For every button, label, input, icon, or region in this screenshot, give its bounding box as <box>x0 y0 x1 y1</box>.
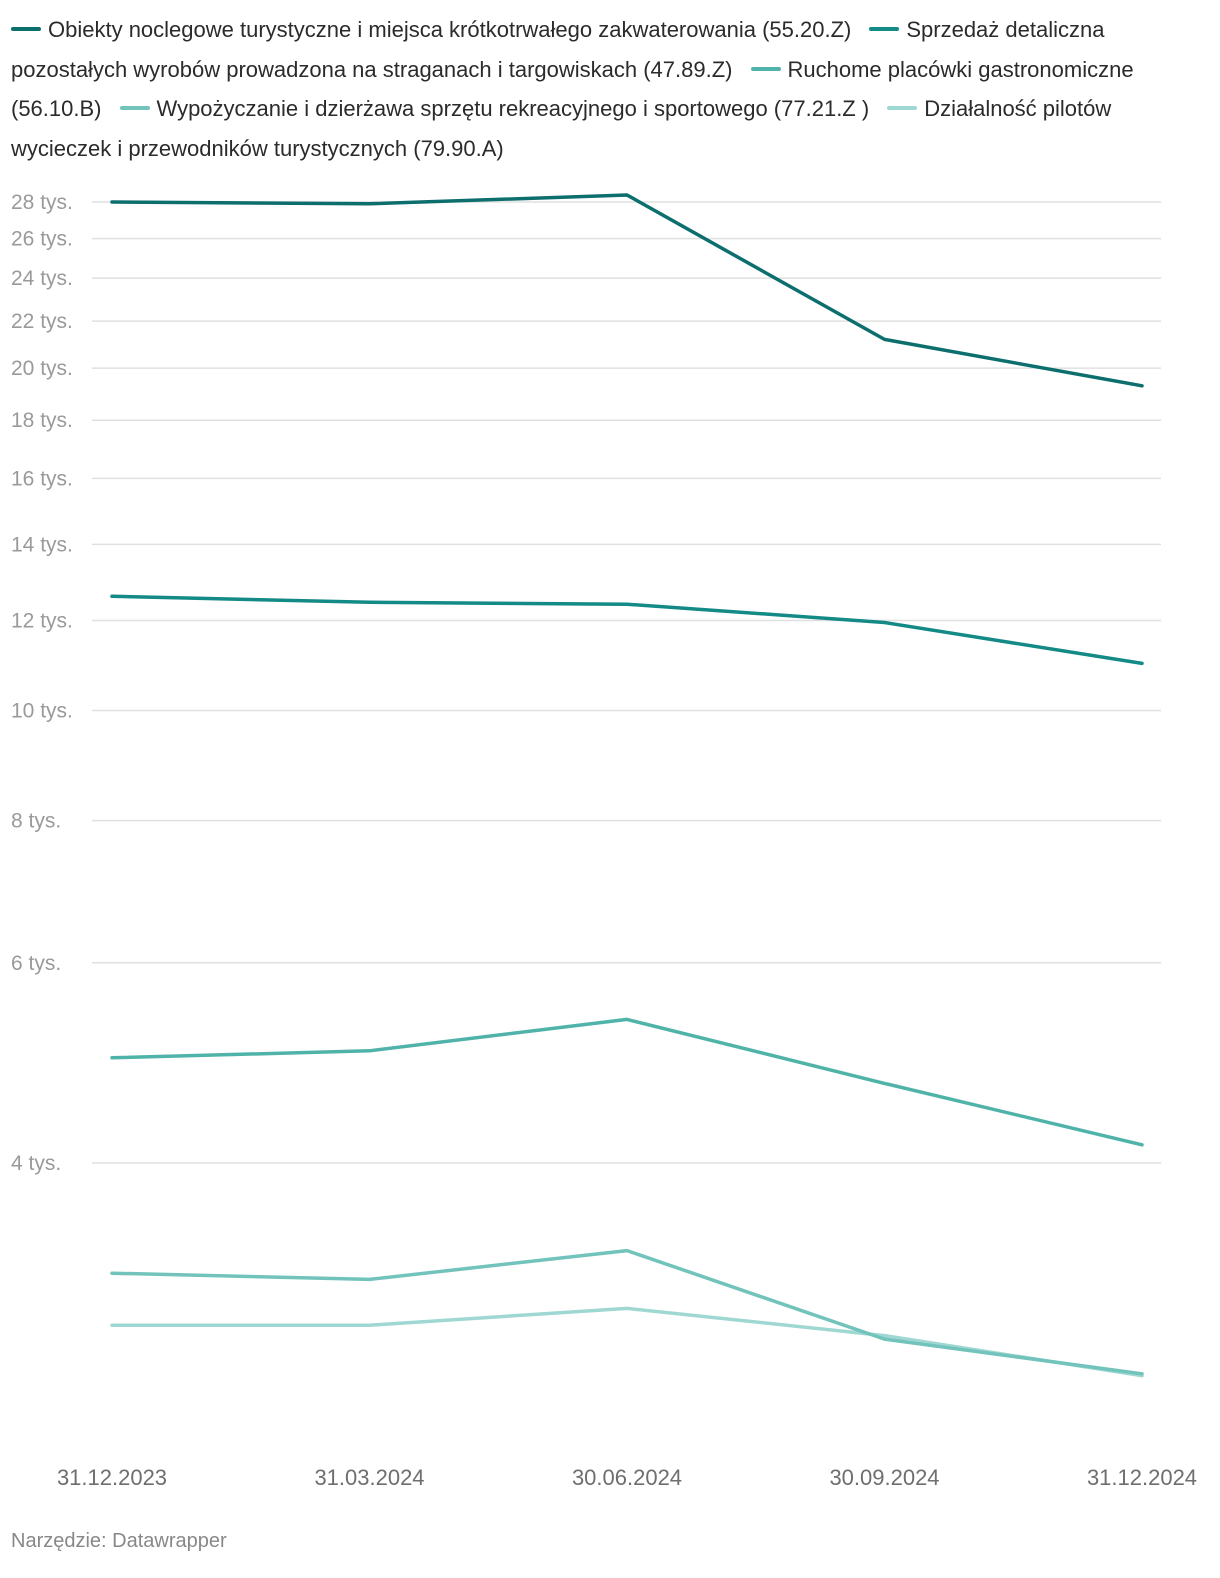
legend-swatch-4 <box>887 106 918 111</box>
y-tick-label-12: 4 tys. <box>11 1152 61 1175</box>
legend-item-4: Działalność pilotów wycieczek i przewodn… <box>11 96 1111 161</box>
source-credit: Narzędzie: Datawrapper <box>11 1530 227 1552</box>
y-axis-labels: 28 tys. 26 tys. 24 tys. 22 tys. 20 tys. 18 ty… <box>11 191 73 1175</box>
legend: Obiekty noclegowe turystyczne i miejsca … <box>11 10 1211 168</box>
series-line-2 <box>110 1017 1144 1147</box>
x-tick-label-1: 31.03.2024 <box>314 1465 424 1490</box>
y-tick-label-7: 14 tys. <box>11 533 73 556</box>
y-tick-label-11: 6 tys. <box>11 952 61 975</box>
legend-swatch-1 <box>869 27 900 32</box>
legend-swatch-2 <box>750 66 781 71</box>
y-tick-label-3: 22 tys. <box>11 310 73 333</box>
y-tick-label-1: 26 tys. <box>11 228 73 251</box>
legend-swatch-0 <box>11 27 41 32</box>
legend-item-3: Wypożyczanie i dzierżawa sprzętu rekreac… <box>119 96 870 121</box>
x-tick-label-2: 30.06.2024 <box>572 1465 682 1490</box>
legend-label-4: Działalność pilotów wycieczek i przewodn… <box>11 96 1112 161</box>
legend-label-2: Ruchome placówki gastronomiczne (56.10.B… <box>11 56 1134 122</box>
series-line-0 <box>110 193 1144 388</box>
x-tick-label-3: 30.09.2024 <box>829 1465 939 1490</box>
legend-item-1: Sprzedaż detaliczna pozostałych wyrobów … <box>11 17 1104 82</box>
y-tick-label-2: 24 tys. <box>11 267 73 290</box>
legend-label-0: Obiekty noclegowe turystyczne i miejsca … <box>48 17 852 42</box>
legend-label-1: Sprzedaż detaliczna pozostałych wyrobów … <box>11 17 1105 82</box>
y-tick-label-10: 8 tys. <box>11 810 61 833</box>
grid <box>92 201 1161 1164</box>
y-tick-label-9: 10 tys. <box>11 699 73 722</box>
series-line-1 <box>110 594 1144 666</box>
y-tick-label-0: 28 tys. <box>11 191 73 214</box>
y-tick-label-8: 12 tys. <box>11 609 73 632</box>
y-tick-label-6: 16 tys. <box>11 467 73 490</box>
legend-swatch-3 <box>119 106 150 111</box>
legend-item-2: Ruchome placówki gastronomiczne (56.10.B… <box>11 57 1134 122</box>
x-tick-label-4: 31.12.2024 <box>1087 1465 1197 1490</box>
x-tick-label-0: 31.12.2023 <box>57 1465 167 1490</box>
series-line-4 <box>110 1306 1144 1378</box>
legend-item-0: Obiekty noclegowe turystyczne i miejsca … <box>11 17 851 42</box>
y-tick-label-5: 18 tys. <box>11 409 73 432</box>
y-tick-label-4: 20 tys. <box>11 357 73 380</box>
series-lines <box>110 193 1144 1378</box>
legend-label-3: Wypożyczanie i dzierżawa sprzętu rekreac… <box>156 96 870 121</box>
series-line-3 <box>110 1248 1144 1376</box>
x-axis-labels: 31.12.2023 31.03.2024 30.06.2024 30.09.2024… <box>57 1465 1197 1490</box>
